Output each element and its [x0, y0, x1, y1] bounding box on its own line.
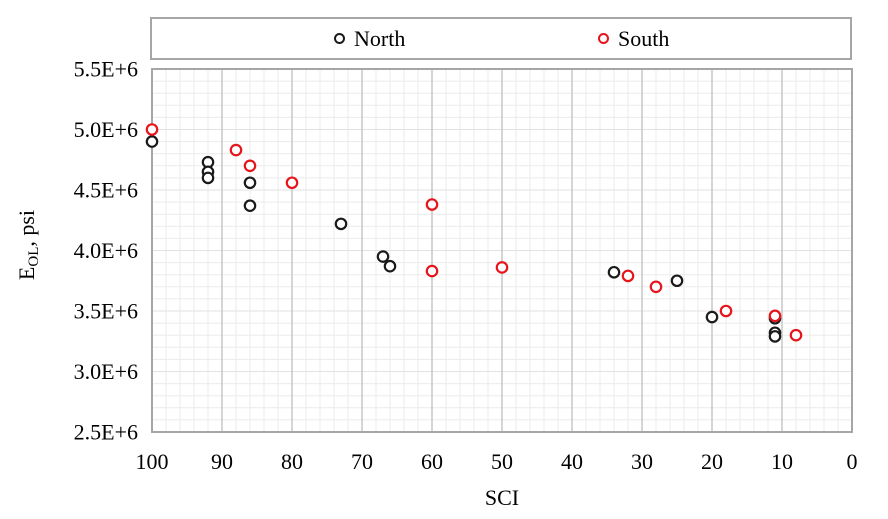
north-circle-marker-icon — [334, 33, 345, 44]
south-data-point — [285, 176, 299, 190]
south-data-point — [789, 328, 803, 342]
south-data-point — [768, 309, 782, 323]
plot-area-border — [151, 68, 853, 433]
x-tick-label: 60 — [421, 449, 443, 474]
x-tick-label: 0 — [847, 449, 858, 474]
chart-legend: North South — [150, 17, 852, 60]
north-data-point — [376, 250, 390, 263]
x-tick-label: 100 — [136, 449, 169, 474]
legend-entry-north: North — [334, 19, 405, 58]
y-tick-label: 5.0E+6 — [74, 117, 138, 142]
south-circle-marker-icon — [598, 33, 609, 44]
north-data-point — [768, 330, 782, 343]
y-tick-label: 4.0E+6 — [74, 238, 138, 263]
x-tick-label: 50 — [491, 449, 513, 474]
x-tick-label: 90 — [211, 449, 233, 474]
x-tick-label: 40 — [561, 449, 583, 474]
north-data-point — [334, 217, 348, 231]
y-tick-label: 4.5E+6 — [74, 178, 138, 203]
north-data-point — [145, 135, 159, 148]
south-data-point — [229, 143, 243, 157]
north-data-point — [243, 199, 257, 213]
y-tick-label: 5.5E+6 — [74, 57, 138, 82]
y-tick-label: 3.0E+6 — [74, 359, 138, 384]
south-series — [145, 123, 803, 342]
south-data-point — [719, 304, 733, 318]
north-data-point — [607, 265, 621, 279]
south-data-point — [425, 198, 439, 211]
south-data-point — [243, 159, 257, 173]
x-tick-label: 30 — [631, 449, 653, 474]
x-tick-label: 20 — [701, 449, 723, 474]
x-tick-label: 10 — [771, 449, 793, 474]
north-data-point — [705, 310, 719, 324]
y-axis-title: EOL, psi — [14, 210, 42, 280]
north-data-point — [670, 274, 684, 288]
south-data-point — [649, 280, 663, 294]
south-data-point — [495, 261, 509, 274]
south-data-point — [425, 264, 439, 278]
y-tick-labels: 5.5E+6 5.0E+6 4.5E+6 4.0E+6 3.5E+6 3.0E+6 2.5E… — [74, 57, 138, 445]
x-tick-label: 70 — [351, 449, 373, 474]
x-axis-title: SCI — [485, 485, 519, 510]
y-tick-label: 3.5E+6 — [74, 299, 138, 324]
y-tick-label: 2.5E+6 — [74, 420, 138, 445]
legend-label-north: North — [354, 25, 406, 51]
x-tick-label: 80 — [281, 449, 303, 474]
major-gridlines — [151, 68, 853, 433]
north-data-point — [201, 171, 215, 185]
south-data-point — [145, 123, 159, 136]
north-data-point — [243, 176, 257, 190]
x-tick-labels: 100 90 80 70 60 50 40 30 20 10 0 — [136, 449, 858, 474]
legend-label-south: South — [618, 25, 670, 51]
south-data-point — [621, 269, 635, 283]
legend-entry-south: South — [598, 19, 669, 58]
north-data-point — [383, 259, 397, 273]
